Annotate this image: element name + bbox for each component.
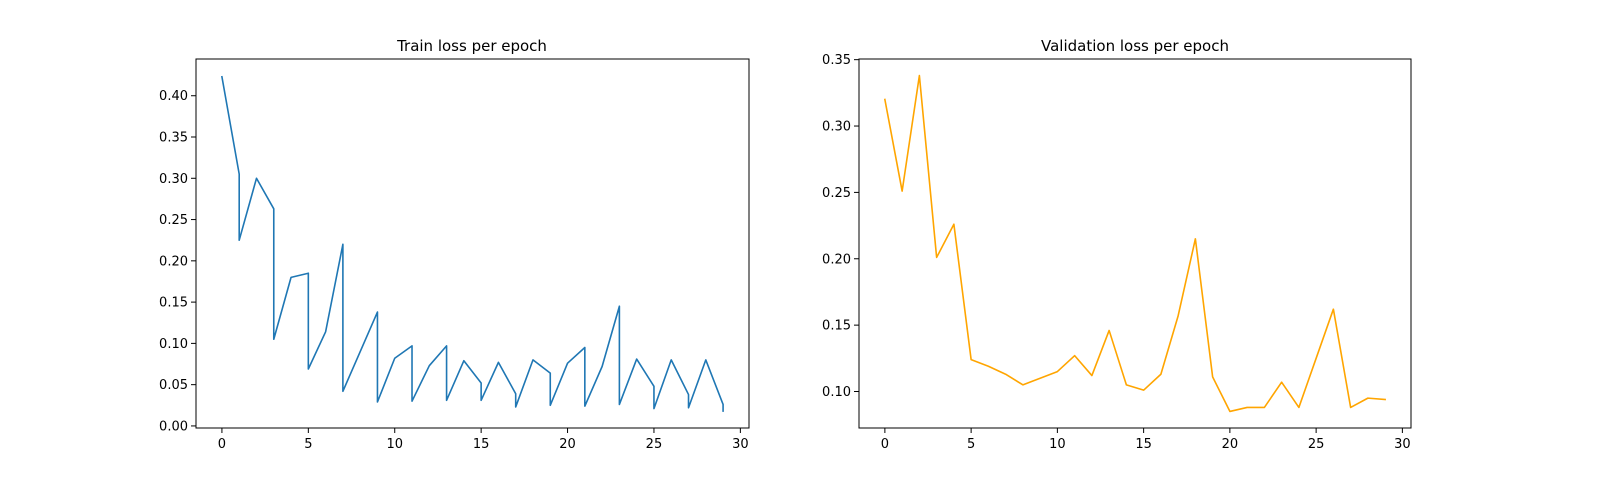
train-loss-y-tick-label: 0.40 [159, 89, 188, 104]
train-loss-x-tick-label: 10 [386, 437, 403, 452]
validation-loss-x-tick-label: 5 [967, 437, 975, 452]
validation-loss-x-tick-label: 15 [1135, 437, 1152, 452]
validation-loss-x-tick-label: 20 [1222, 437, 1239, 452]
validation-loss-y-tick-label: 0.25 [822, 186, 851, 201]
train-loss-y-tick-label: 0.25 [159, 213, 188, 228]
train-loss-y-tick-label: 0.10 [159, 337, 188, 352]
train-loss-y-tick-label: 0.00 [159, 419, 188, 434]
validation-loss-x-tick-label: 25 [1308, 437, 1325, 452]
validation-loss-y-tick-label: 0.15 [822, 319, 851, 334]
train-loss-y-tick-label: 0.05 [159, 378, 188, 393]
train-loss-x-tick-label: 15 [473, 437, 490, 452]
train-loss-y-tick-label: 0.15 [159, 296, 188, 311]
train-loss-x-tick-label: 30 [732, 437, 749, 452]
validation-loss-x-tick-label: 0 [881, 437, 889, 452]
train-loss-plot-area: 0 5 10 15 20 25 30 0.00 0.05 0.10 0.15 0.20 0.25 0.30… [159, 58, 750, 452]
train-loss-title: Train loss per epoch [396, 37, 547, 55]
train-loss-x-tick-label: 25 [646, 437, 663, 452]
train-loss-chart: Train loss per epoch 0 5 10 15 20 25 30 0.00 0.0… [159, 37, 750, 452]
train-loss-x-tick-label: 5 [304, 437, 312, 452]
train-loss-x-tick-label: 0 [218, 437, 226, 452]
validation-loss-axes-frame [858, 58, 1412, 429]
validation-loss-title: Validation loss per epoch [1041, 37, 1229, 55]
train-loss-y-tick-label: 0.30 [159, 172, 188, 187]
validation-loss-plot-area: 0 5 10 15 20 25 30 0.10 0.15 0.20 0.25 0.30 0.35 [822, 53, 1412, 452]
train-loss-x-tick-label: 20 [559, 437, 576, 452]
validation-loss-y-tick-label: 0.20 [822, 252, 851, 267]
validation-loss-y-tick-label: 0.35 [822, 53, 851, 68]
validation-loss-y-tick-label: 0.30 [822, 120, 851, 135]
validation-loss-series-line [883, 74, 1386, 413]
validation-loss-x-tick-label: 30 [1394, 437, 1411, 452]
validation-loss-y-tick-label: 0.10 [822, 385, 851, 400]
train-loss-y-tick-label: 0.35 [159, 131, 188, 146]
train-loss-series-line [220, 75, 724, 412]
train-loss-y-tick-label: 0.20 [159, 254, 188, 269]
validation-loss-x-tick-label: 10 [1049, 437, 1066, 452]
train-loss-axes-frame [195, 58, 750, 429]
validation-loss-chart: Validation loss per epoch 0 5 10 15 20 25 30 0.… [822, 37, 1412, 452]
